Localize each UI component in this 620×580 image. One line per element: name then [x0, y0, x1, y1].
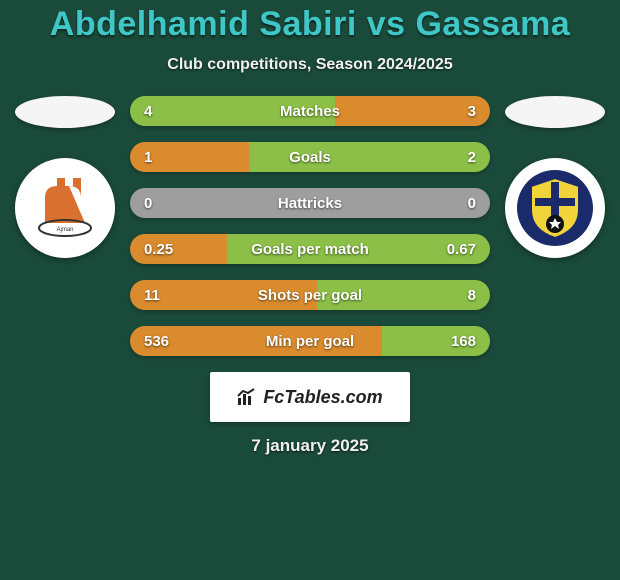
stat-left-value: 0.25 [144, 241, 173, 258]
player-left-column: Ajman [10, 96, 120, 258]
stat-label: Hattricks [130, 195, 490, 212]
stat-label: Goals per match [130, 241, 490, 258]
stat-left-value: 11 [144, 287, 160, 304]
club-badge-right-svg [515, 168, 595, 248]
stat-row: 536Min per goal168 [130, 326, 490, 356]
stats-list: 4Matches3 1Goals2 0Hattricks0 0.25Goals per… [130, 96, 490, 356]
player-left-photo-placeholder [15, 96, 115, 128]
comparison-infographic: Abdelhamid Sabiri vs Gassama Club compet… [0, 0, 620, 580]
player-right-photo-placeholder [505, 96, 605, 128]
stat-left-value: 4 [144, 103, 152, 120]
watermark: FcTables.com [210, 372, 410, 422]
arena: Ajman 4Matches31Goals20Hattricks00.25Goa… [0, 96, 620, 356]
stat-right-value: 168 [451, 333, 476, 350]
stat-right-value: 0.67 [447, 241, 476, 258]
stat-label: Matches [130, 103, 490, 120]
stat-left-value: 536 [144, 333, 169, 350]
player-right-column [500, 96, 610, 258]
stat-right-value: 2 [468, 149, 476, 166]
stat-right-value: 8 [468, 287, 476, 304]
stat-label: Shots per goal [130, 287, 490, 304]
club-badge-left: Ajman [15, 158, 115, 258]
club-badge-right [505, 158, 605, 258]
page-title: Abdelhamid Sabiri vs Gassama [0, 5, 620, 44]
stat-right-value: 3 [468, 103, 476, 120]
stat-left-value: 1 [144, 149, 152, 166]
svg-text:Ajman: Ajman [56, 227, 73, 233]
stat-row: 0.25Goals per match0.67 [130, 234, 490, 264]
stat-row: 4Matches3 [130, 96, 490, 126]
subtitle: Club competitions, Season 2024/2025 [0, 56, 620, 74]
stat-label: Goals [130, 149, 490, 166]
stat-left-value: 0 [144, 195, 152, 212]
watermark-text: FcTables.com [263, 387, 382, 408]
stat-right-value: 0 [468, 195, 476, 212]
club-badge-left-svg: Ajman [25, 168, 105, 248]
stat-row: 1Goals2 [130, 142, 490, 172]
date-text: 7 january 2025 [0, 436, 620, 456]
stat-row: 11Shots per goal8 [130, 280, 490, 310]
stat-label: Min per goal [130, 333, 490, 350]
chart-icon [237, 388, 259, 406]
stat-row: 0Hattricks0 [130, 188, 490, 218]
